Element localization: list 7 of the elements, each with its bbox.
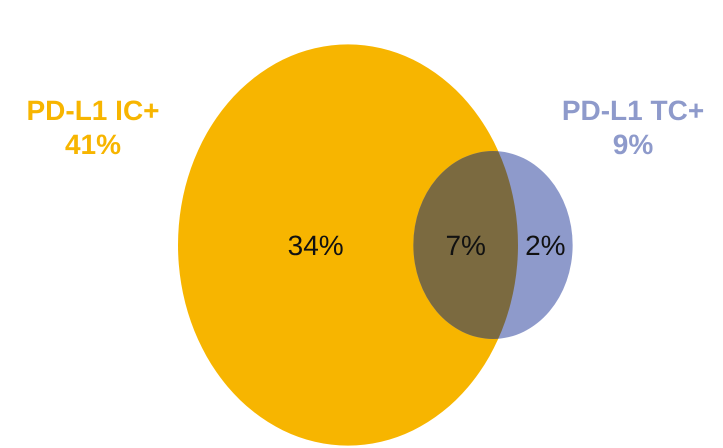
text: 2% xyxy=(525,230,566,261)
category-label: PD-L1 IC+ xyxy=(26,95,160,126)
text: 34% xyxy=(288,230,344,261)
category-label: PD-L1 TC+ xyxy=(562,95,704,126)
text: 7% xyxy=(445,230,486,261)
data-label: 9% xyxy=(612,129,654,160)
data-label: 41% xyxy=(64,129,122,160)
